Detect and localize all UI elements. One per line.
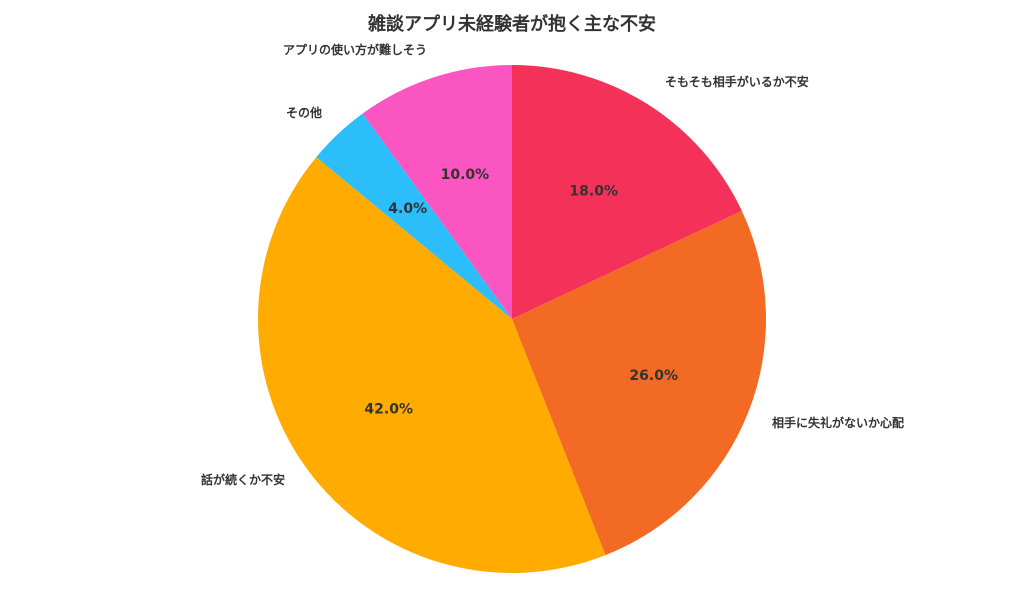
slice-percentage: 18.0% (569, 183, 618, 199)
slice-percentage: 4.0% (388, 201, 427, 217)
pie-slice (362, 65, 512, 319)
slice-label: そもそも相手がいるか不安 (665, 74, 809, 89)
slices-layer (258, 65, 767, 573)
slice-percentage: 26.0% (629, 368, 678, 384)
slice-label: 話が続くか不安 (201, 472, 285, 487)
pie-slice (512, 65, 742, 319)
chart-title: 雑談アプリ未経験者が抱く主な不安 (367, 13, 656, 35)
slice-percentage: 10.0% (441, 167, 490, 183)
percentage-labels: 18.0% 26.0% 42.0% 4.0% 10.0% (364, 167, 678, 418)
slice-label: アプリの使い方が難しそう (283, 42, 427, 57)
pie-slice (258, 157, 606, 573)
slice-label: 相手に失礼がないか心配 (772, 415, 904, 430)
pie-slice (512, 210, 767, 556)
pie-slice (316, 113, 512, 319)
slice-label: その他 (286, 105, 322, 120)
slice-percentage: 42.0% (364, 402, 413, 418)
